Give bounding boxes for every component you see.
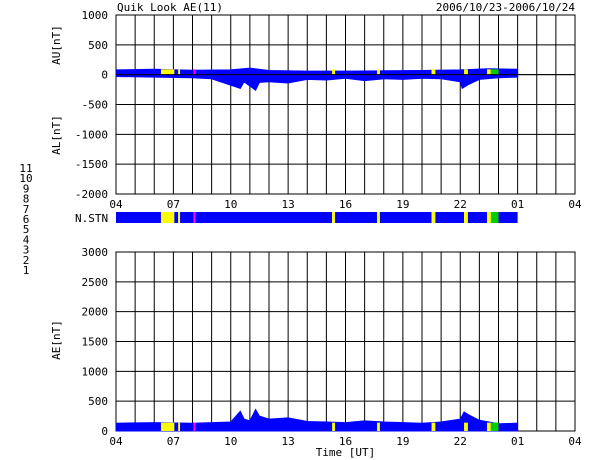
aual-xtick-label: 13 (282, 198, 295, 211)
aual-xtick-label: 01 (511, 198, 524, 211)
nstn-segment (487, 212, 491, 223)
aual-ytick-label: -2000 (75, 188, 108, 201)
ae-axis-label: AE[nT] (50, 320, 63, 360)
nstn-segment (160, 212, 175, 223)
chart-title: Quik Look AE(11) (117, 1, 223, 14)
station-legend-number: 6 (23, 213, 30, 226)
nstn-segment (431, 212, 436, 223)
aual-xtick-label: 04 (109, 198, 123, 211)
ae-ytick-label: 1000 (82, 365, 109, 378)
al-series-area (115, 74, 519, 91)
aual-frame (115, 14, 576, 195)
aual-ytick-label: 0 (101, 69, 108, 82)
aual-station-overlay (193, 69, 196, 75)
ae-station-overlay (193, 422, 196, 431)
ae-ytick-label: 0 (101, 425, 108, 438)
aual-xtick-label: 19 (396, 198, 409, 211)
nstn-segment (334, 212, 378, 223)
aual-xtick-label: 22 (454, 198, 467, 211)
nstn-segment (498, 212, 518, 223)
station-legend-number: 3 (23, 244, 30, 257)
aual-xtick-label: 10 (224, 198, 237, 211)
ae-xtick-label: 04 (568, 435, 582, 448)
ae-series-area (115, 408, 519, 432)
ae-ytick-label: 1500 (82, 336, 109, 349)
ae-ytick-label: 3000 (82, 246, 109, 259)
station-legend-number: 11 (19, 162, 32, 175)
au-axis-label: AU[nT] (50, 25, 63, 65)
aual-xtick-label: 16 (339, 198, 352, 211)
ae-ytick-label: 2000 (82, 306, 109, 319)
aual-station-overlay (178, 69, 181, 75)
aual-station-overlay (487, 69, 491, 75)
station-legend-number: 8 (23, 193, 30, 206)
nstn-segment (379, 212, 432, 223)
date-range: 2006/10/23-2006/10/24 (435, 1, 575, 14)
ae-xtick-label: 10 (224, 435, 237, 448)
nstn-segment (193, 212, 196, 223)
ae-ytick-label: 500 (88, 395, 108, 408)
station-legend-number: 4 (23, 233, 30, 246)
station-legend-number: 5 (23, 223, 30, 236)
nstn-segment (195, 212, 333, 223)
station-legend-number: 2 (23, 254, 30, 267)
nstn-segment (178, 212, 181, 223)
nstn-label: N.STN (75, 212, 108, 225)
station-legend-number: 9 (23, 182, 30, 195)
station-legend-number: 7 (23, 203, 30, 216)
ae-station-overlay (332, 422, 335, 431)
ae-ytick-label: 2500 (82, 276, 109, 289)
ae-station-overlay (160, 422, 175, 431)
aual-ytick-label: -1000 (75, 128, 108, 141)
nstn-segment (116, 212, 161, 223)
aual-xtick-label: 04 (568, 198, 582, 211)
nstn-segment (490, 212, 499, 223)
station-legend-number: 1 (23, 264, 30, 277)
ae-xtick-label: 16 (339, 435, 352, 448)
aual-ytick-label: 1000 (82, 9, 109, 22)
au-series-area (115, 67, 519, 76)
nstn-segment (174, 212, 179, 223)
ae-station-overlay (487, 422, 491, 431)
station-legend-number: 10 (19, 172, 32, 185)
ae-xtick-label: 07 (167, 435, 180, 448)
ae-xtick-label: 04 (109, 435, 123, 448)
nstn-segment (180, 212, 194, 223)
aual-station-overlay (490, 69, 499, 75)
aual-station-overlay (160, 69, 175, 75)
al-axis-label: AL[nT] (50, 115, 63, 155)
aual-ytick-label: -500 (82, 99, 109, 112)
nstn-segment (464, 212, 468, 223)
aual-ytick-label: -1500 (75, 158, 108, 171)
aual-station-overlay (377, 69, 380, 75)
nstn-segment (435, 212, 465, 223)
ae-station-overlay (178, 422, 181, 431)
nstn-segment (467, 212, 488, 223)
aual-station-overlay (431, 69, 436, 75)
aual-ytick-label: 500 (88, 39, 108, 52)
aual-station-overlay (464, 69, 468, 75)
ae-station-overlay (431, 422, 436, 431)
aual-xtick-label: 07 (167, 198, 180, 211)
ae-station-overlay (464, 422, 468, 431)
aual-station-overlay (332, 69, 335, 75)
ae-xtick-label: 13 (282, 435, 295, 448)
ae-xtick-label: 22 (454, 435, 467, 448)
nstn-segment (377, 212, 380, 223)
ae-station-overlay (377, 422, 380, 431)
ae-xtick-label: 19 (396, 435, 409, 448)
ae-station-overlay (490, 422, 499, 431)
x-axis-title: Time [UT] (316, 446, 376, 459)
nstn-segment (332, 212, 335, 223)
ae-xtick-label: 01 (511, 435, 524, 448)
